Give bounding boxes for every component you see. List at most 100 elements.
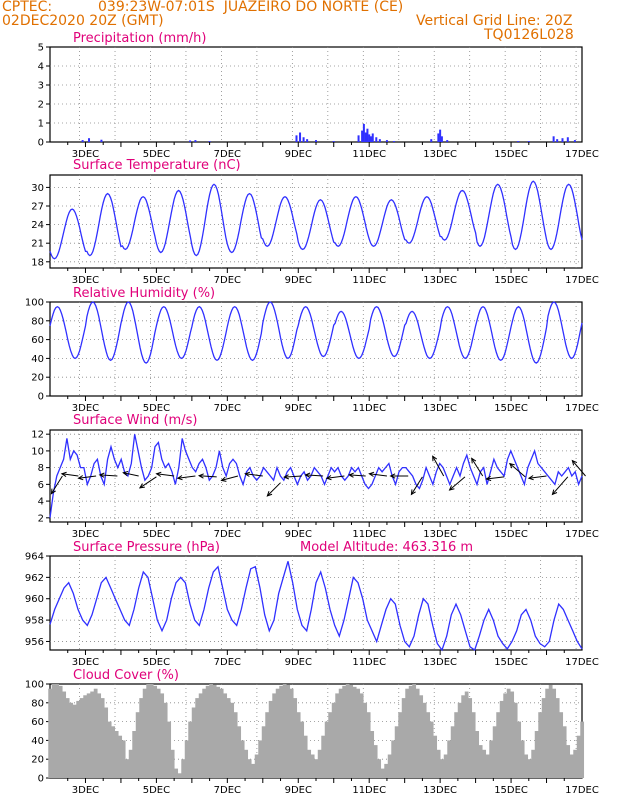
x-tick-label: 11DEC <box>352 785 386 796</box>
wind-arrow-head <box>176 475 183 481</box>
cloud-bar <box>156 688 161 778</box>
wind-arrow <box>199 475 217 478</box>
y-tick-label: 12 <box>31 430 44 441</box>
panel-title: Surface Pressure (hPa) <box>73 540 220 555</box>
precip-bar <box>369 136 372 142</box>
precip-bar <box>446 140 449 142</box>
precip-bar <box>81 140 84 142</box>
wind-arrow-head <box>508 462 515 469</box>
cloud-bar <box>202 688 207 778</box>
x-tick-label: 17DEC <box>565 657 599 668</box>
precip-bar <box>361 130 364 142</box>
precip-bar <box>375 137 378 142</box>
header-init-time: 02DEC2020 20Z (GMT) <box>2 13 164 29</box>
wind-arrow-head <box>389 473 396 479</box>
cloud-bar <box>170 749 175 778</box>
precip-bar <box>371 133 374 142</box>
y-tick-label: 40 <box>31 736 44 747</box>
cloud-bar <box>342 685 347 778</box>
x-tick-label: 7DEC <box>214 275 241 286</box>
y-tick-label: 2 <box>38 513 44 524</box>
cloud-bar <box>531 749 536 778</box>
cloud-bar <box>135 712 140 778</box>
cloud-bar <box>300 721 305 778</box>
cloud-bar <box>293 698 298 778</box>
cloud-bar <box>580 721 585 778</box>
x-tick-label: 3DEC <box>72 785 99 796</box>
cloud-bar <box>167 721 172 778</box>
x-tick-label: 15DEC <box>494 403 528 414</box>
x-tick-label: 9DEC <box>285 403 312 414</box>
wind-arrow <box>61 473 79 477</box>
cloud-bar <box>198 693 203 778</box>
precip-bar <box>332 141 335 142</box>
wind-arrow <box>410 476 423 495</box>
x-tick-label: 15DEC <box>494 149 528 160</box>
wind-arrow-head <box>368 471 375 477</box>
cloud-bar <box>447 740 452 778</box>
cloud-bar <box>118 735 123 778</box>
cloud-bar <box>289 688 294 778</box>
cloud-bar <box>139 698 144 778</box>
cloud-bar <box>377 759 382 778</box>
cloud-bar <box>153 685 158 778</box>
cloud-bar <box>429 721 434 778</box>
cloud-bar <box>174 768 179 778</box>
wind-arrow <box>177 475 196 479</box>
cloud-bar <box>573 749 578 778</box>
wind-arrow-head <box>304 472 311 478</box>
x-tick-label: 9DEC <box>285 149 312 160</box>
cloud-bar <box>440 759 445 778</box>
cloud-bar <box>461 695 466 778</box>
precip-bar <box>440 136 443 142</box>
cloud-bar <box>492 726 497 778</box>
cloud-bar <box>419 695 424 778</box>
wind-arrow-head <box>348 472 354 478</box>
cloud-bar <box>524 754 529 778</box>
wind-arrow-head <box>551 489 558 496</box>
x-tick-label: 13DEC <box>423 403 457 414</box>
cloud-bar <box>436 749 441 778</box>
precip-bar <box>357 135 360 142</box>
cloud-bar <box>83 695 88 778</box>
x-tick-label: 5DEC <box>143 529 170 540</box>
cloud-bar <box>373 745 378 778</box>
precip-bar <box>306 139 309 142</box>
x-tick-label: 13DEC <box>423 785 457 796</box>
wind-arrow <box>78 475 97 479</box>
cloud-bar <box>405 688 410 778</box>
cloud-bar <box>426 712 431 778</box>
panel-title: Relative Humidity (%) <box>73 286 215 301</box>
wind-arrow <box>123 472 139 477</box>
y-tick-label: 964 <box>25 552 44 563</box>
cloud-bar <box>387 754 392 778</box>
cloud-bar <box>65 698 70 778</box>
cloud-bar <box>247 759 252 778</box>
cloud-bar <box>191 707 196 778</box>
precip-bar <box>299 132 302 142</box>
cloud-bar <box>296 712 301 778</box>
cloud-bar <box>132 731 137 778</box>
cloud-bar <box>163 702 168 778</box>
wind-arrow <box>284 475 302 478</box>
cloud-bar <box>195 698 200 778</box>
y-tick-label: 21 <box>31 239 44 250</box>
y-tick-label: 960 <box>25 594 44 605</box>
wind-arrow <box>245 473 263 477</box>
cloud-bar <box>86 693 91 778</box>
y-tick-label: 4 <box>38 62 44 73</box>
cloud-bar <box>433 735 438 778</box>
panel-frame-1 <box>49 174 583 269</box>
y-tick-label: 40 <box>31 354 44 365</box>
cloud-bar <box>517 721 522 778</box>
cloud-bar <box>457 702 462 778</box>
cloud-bar <box>499 700 504 778</box>
cloud-bar <box>408 685 413 778</box>
cloud-bar <box>328 712 333 778</box>
y-tick-label: 100 <box>25 680 44 691</box>
x-tick-label: 13DEC <box>423 529 457 540</box>
cloud-bar <box>72 704 77 778</box>
x-tick-label: 17DEC <box>565 529 599 540</box>
cloud-bar <box>314 759 319 778</box>
y-tick-label: 24 <box>31 220 44 231</box>
